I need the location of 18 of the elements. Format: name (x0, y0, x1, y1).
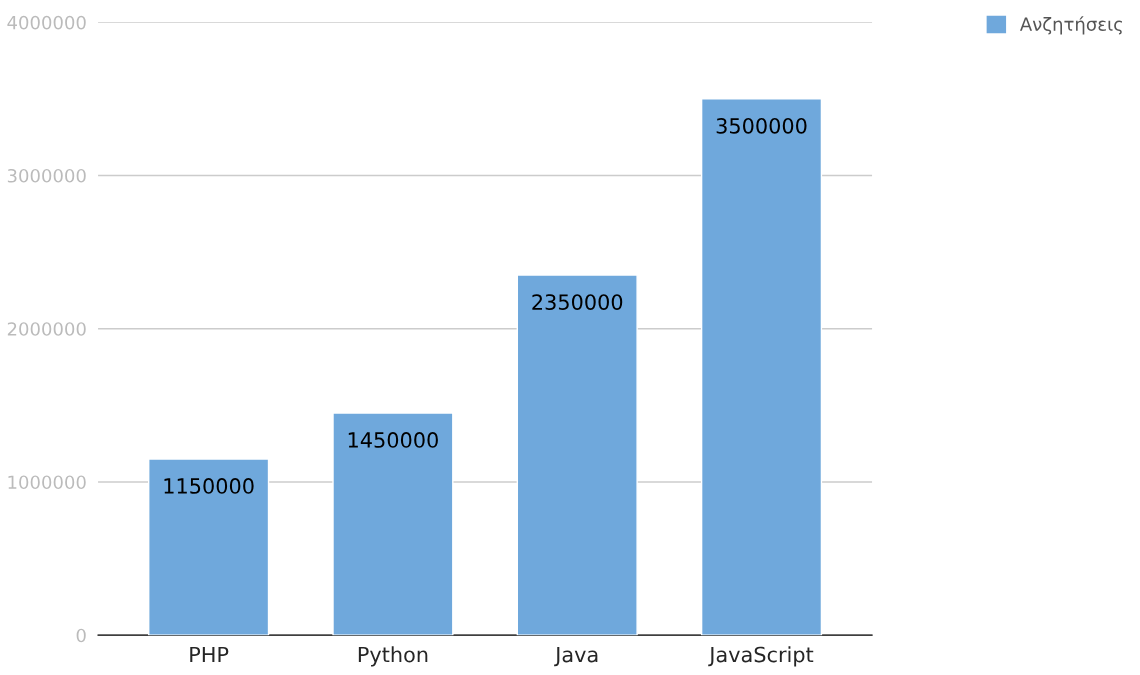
y-tick-label: 2000000 (7, 322, 86, 336)
data-label: 1150000 (164, 478, 254, 494)
x-tick-label: JavaScript (708, 646, 814, 667)
y-tick-label: 1000000 (8, 475, 86, 490)
data-label: 3500000 (716, 117, 807, 134)
y-tick-label: 0 (76, 628, 86, 643)
bar (148, 458, 270, 636)
legend-label: Ανζητήσεις (1019, 16, 1122, 35)
bar (332, 412, 454, 636)
data-label: 1450000 (348, 432, 438, 448)
y-tick-label: 3000000 (7, 168, 86, 183)
bar (700, 98, 823, 636)
data-label: 2350000 (532, 294, 623, 310)
y-tick-label: 4000000 (7, 15, 86, 30)
bar (516, 274, 638, 636)
x-tick-label: PHP (190, 646, 229, 663)
x-tick-label: Java (554, 646, 598, 667)
x-tick-label: Python (358, 646, 428, 667)
